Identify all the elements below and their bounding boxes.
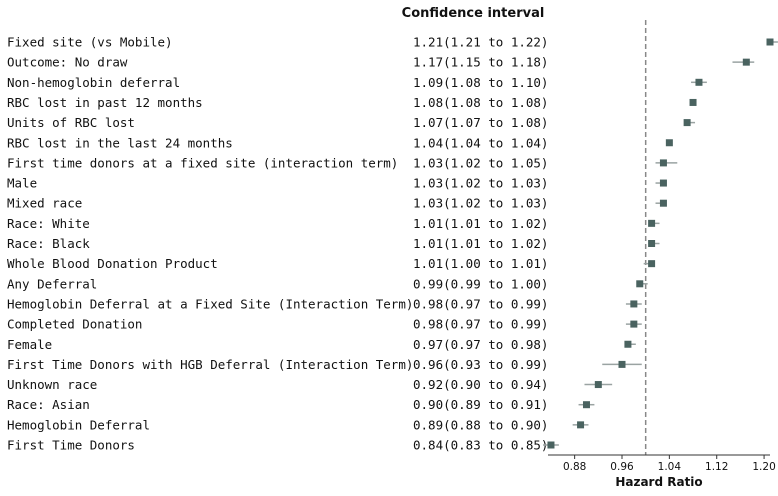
ci-text: 0.84(0.83 to 0.85) xyxy=(413,438,548,453)
hr-point xyxy=(630,320,638,328)
hr-point xyxy=(648,219,656,227)
row-label: Fixed site (vs Mobile) xyxy=(7,35,173,50)
row-label: Race: Asian xyxy=(7,397,90,412)
row-label: Non-hemoglobin deferral xyxy=(7,75,180,90)
hr-point xyxy=(630,300,638,308)
hr-point xyxy=(695,78,703,86)
hr-point xyxy=(766,38,774,46)
row-label: Unknown race xyxy=(7,377,97,392)
ci-text: 1.01(1.01 to 1.02) xyxy=(413,236,548,251)
hr-point xyxy=(618,360,626,368)
ci-text: 0.99(0.99 to 1.00) xyxy=(413,276,548,291)
ci-text: 1.08(1.08 to 1.08) xyxy=(413,95,548,110)
forest-marks xyxy=(543,38,778,449)
row-label: Whole Blood Donation Product xyxy=(7,256,218,271)
hr-point xyxy=(648,260,656,268)
hr-point xyxy=(683,119,691,127)
row-label: Mixed race xyxy=(7,196,82,211)
x-tick-label: 1.12 xyxy=(705,461,728,473)
x-tick-label: 0.88 xyxy=(563,461,586,473)
hr-point xyxy=(577,421,585,429)
hr-point xyxy=(624,340,632,348)
ci-text: 0.92(0.90 to 0.94) xyxy=(413,377,548,392)
hr-point xyxy=(547,441,555,449)
hr-point xyxy=(659,159,667,167)
ci-text: 1.03(1.02 to 1.05) xyxy=(413,155,548,170)
row-label: First time donors at a fixed site (inter… xyxy=(7,155,398,170)
row-label: Female xyxy=(7,337,52,352)
ci-text: 1.21(1.21 to 1.22) xyxy=(413,35,548,50)
ci-text: 1.04(1.04 to 1.04) xyxy=(413,135,548,150)
ci-text: 1.03(1.02 to 1.03) xyxy=(413,176,548,191)
hr-point xyxy=(742,58,750,66)
hr-point xyxy=(648,240,656,247)
hr-point xyxy=(659,179,667,187)
row-label: Male xyxy=(7,176,37,191)
ci-text: 1.01(1.00 to 1.01) xyxy=(413,256,548,271)
ci-column-header: Confidence interval xyxy=(402,6,545,21)
row-label: First Time Donors xyxy=(7,438,135,453)
row-label: Race: White xyxy=(7,216,90,231)
row-label: Any Deferral xyxy=(7,276,97,291)
ci-text: 0.98(0.97 to 0.99) xyxy=(413,317,548,332)
x-tick-label: 0.96 xyxy=(610,461,634,473)
row-label: Race: Black xyxy=(7,236,90,251)
ci-text: 0.98(0.97 to 0.99) xyxy=(413,296,548,311)
hr-point xyxy=(689,98,697,106)
ci-text: 1.17(1.15 to 1.18) xyxy=(413,55,548,70)
ci-text: 0.97(0.97 to 0.98) xyxy=(413,337,548,352)
hr-point xyxy=(582,401,590,409)
ci-text: 0.90(0.89 to 0.91) xyxy=(413,397,548,412)
row-label: Hemoglobin Deferral xyxy=(7,417,150,432)
ci-text: 1.01(1.01 to 1.02) xyxy=(413,216,548,231)
x-tick-label: 1.20 xyxy=(752,461,775,473)
row-label: Units of RBC lost xyxy=(7,115,135,130)
row-label: First Time Donors with HGB Deferral (Int… xyxy=(7,357,413,372)
hr-point xyxy=(594,381,602,389)
row-label: Hemoglobin Deferral at a Fixed Site (Int… xyxy=(7,296,413,311)
x-axis-ticks: 0.88 0.96 1.04 1.12 1.20 xyxy=(563,455,776,473)
ci-text: 1.09(1.08 to 1.10) xyxy=(413,75,548,90)
ci-texts: 1.21(1.21 to 1.22) 1.17(1.15 to 1.18) 1.09… xyxy=(413,35,548,453)
hr-point xyxy=(636,280,644,288)
x-axis-label: Hazard Ratio xyxy=(615,475,702,489)
row-label: RBC lost in the last 24 months xyxy=(7,135,233,150)
x-tick-label: 1.04 xyxy=(658,461,682,473)
ci-text: 1.07(1.07 to 1.08) xyxy=(413,115,548,130)
hr-point xyxy=(665,139,673,147)
row-labels: Fixed site (vs Mobile) Outcome: No draw No… xyxy=(7,35,413,453)
hr-point xyxy=(659,199,667,207)
row-label: RBC lost in past 12 months xyxy=(7,95,203,110)
row-label: Outcome: No draw xyxy=(7,55,128,70)
ci-text: 0.89(0.88 to 0.90) xyxy=(413,417,548,432)
row-label: Completed Donation xyxy=(7,317,142,332)
ci-text: 0.96(0.93 to 0.99) xyxy=(413,357,548,372)
ci-text: 1.03(1.02 to 1.03) xyxy=(413,196,548,211)
